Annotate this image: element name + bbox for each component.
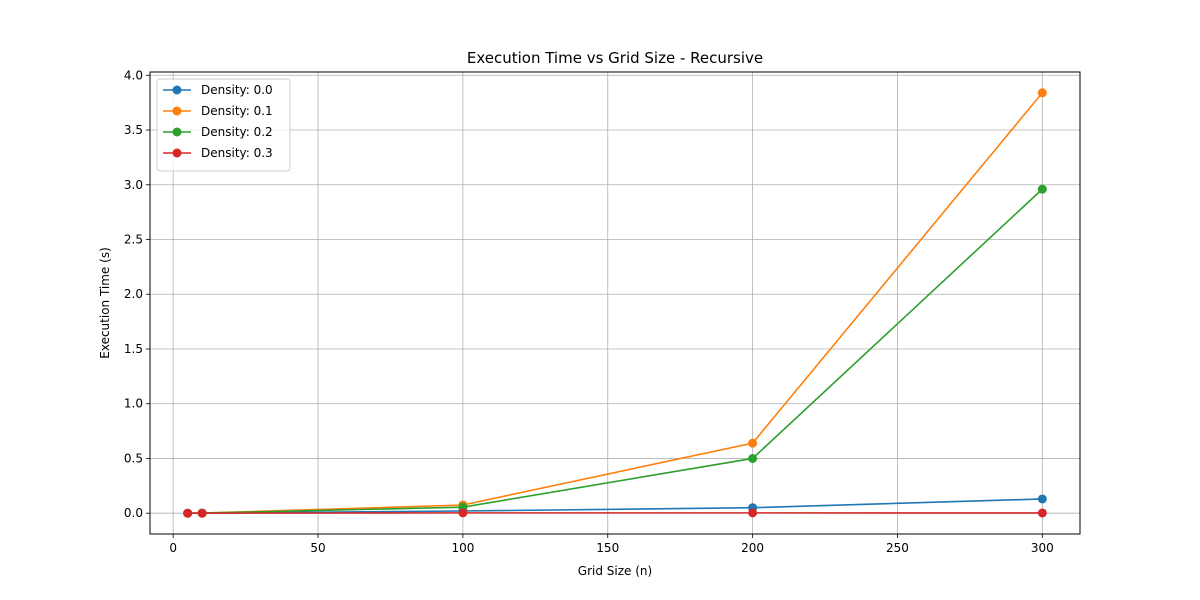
data-point — [748, 453, 758, 463]
y-tick-label: 0.0 — [124, 506, 143, 520]
series-group — [183, 88, 1047, 518]
legend-marker — [172, 106, 182, 116]
x-axis-label: Grid Size (n) — [578, 564, 652, 578]
x-tick-label: 250 — [886, 541, 909, 555]
data-point — [1037, 88, 1047, 98]
axis-ticks: 0 50 100 150 200 250 300 0.0 0.5 1.0 1.5 2.0 2.5 3.0 3… — [124, 68, 1054, 555]
legend-label: Density: 0.0 — [201, 83, 273, 97]
legend-label: Density: 0.3 — [201, 146, 273, 160]
y-tick-label: 3.0 — [124, 178, 143, 192]
legend-marker — [172, 85, 182, 95]
x-tick-label: 300 — [1031, 541, 1054, 555]
data-point — [1037, 494, 1047, 504]
data-point — [458, 508, 468, 518]
y-tick-label: 3.5 — [124, 123, 143, 137]
x-tick-label: 150 — [596, 541, 619, 555]
legend: Density: 0.0 Density: 0.1 Density: 0.2 Dens… — [156, 78, 291, 172]
x-tick-label: 200 — [741, 541, 764, 555]
plot-frame — [149, 71, 1081, 535]
x-tick-label: 100 — [451, 541, 474, 555]
data-point — [197, 508, 207, 518]
y-axis-label: Execution Time (s) — [98, 247, 112, 359]
y-tick-label: 1.5 — [124, 342, 143, 356]
series-3 — [183, 508, 1047, 518]
data-point — [1037, 184, 1047, 194]
legend-label: Density: 0.1 — [201, 104, 273, 118]
data-point — [1037, 508, 1047, 518]
x-tick-label: 50 — [310, 541, 325, 555]
data-point — [748, 438, 758, 448]
legend-marker — [172, 148, 182, 158]
legend-marker — [172, 127, 182, 137]
legend-box — [156, 78, 291, 172]
y-tick-label: 2.5 — [124, 233, 143, 247]
x-tick-label: 0 — [169, 541, 177, 555]
data-point — [183, 508, 193, 518]
y-tick-label: 0.5 — [124, 451, 143, 465]
data-point — [748, 508, 758, 518]
chart-title: Execution Time vs Grid Size - Recursive — [467, 49, 763, 67]
y-tick-label: 2.0 — [124, 287, 143, 301]
y-tick-label: 1.0 — [124, 397, 143, 411]
legend-label: Density: 0.2 — [201, 125, 273, 139]
y-tick-label: 4.0 — [124, 68, 143, 82]
